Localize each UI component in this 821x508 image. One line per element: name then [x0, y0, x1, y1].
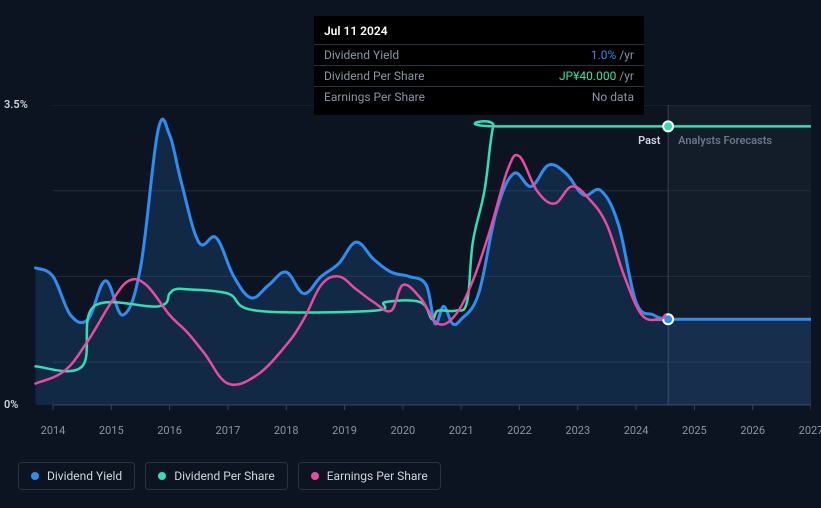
- x-tick-label: 2020: [390, 424, 415, 437]
- x-tick-label: 2026: [740, 424, 765, 437]
- x-tick-label: 2023: [565, 424, 590, 437]
- tooltip-row: Dividend Per Share JP¥40.000 /yr: [314, 65, 644, 86]
- x-tick-label: 2024: [624, 424, 649, 437]
- x-tick-label: 2022: [507, 424, 532, 437]
- tooltip-panel: Jul 11 2024 Dividend Yield 1.0% /yr Divi…: [314, 16, 644, 115]
- legend-dot-icon: [311, 472, 319, 480]
- past-label: Past: [638, 134, 660, 147]
- x-tick-label: 2017: [216, 424, 241, 437]
- legend-item[interactable]: Dividend Yield: [18, 462, 135, 490]
- legend-item[interactable]: Dividend Per Share: [145, 462, 288, 490]
- x-tick-label: 2027: [799, 424, 821, 437]
- legend-dot-icon: [158, 472, 166, 480]
- tooltip-label: Dividend Yield: [324, 48, 399, 62]
- chart-svg: [18, 105, 811, 420]
- forecast-label: Analysts Forecasts: [678, 134, 772, 147]
- legend-label: Dividend Yield: [47, 469, 122, 483]
- y-axis-min-label: 0%: [4, 398, 18, 411]
- x-tick-label: 2025: [682, 424, 707, 437]
- series-marker-dividend_per_share: [663, 121, 673, 131]
- tooltip-value: JP¥40.000 /yr: [559, 69, 634, 83]
- chart-plot-area[interactable]: [18, 105, 811, 415]
- x-tick-label: 2016: [157, 424, 182, 437]
- legend-label: Dividend Per Share: [174, 469, 275, 483]
- legend: Dividend Yield Dividend Per Share Earnings…: [18, 462, 441, 490]
- x-tick-label: 2019: [332, 424, 357, 437]
- x-tick-label: 2014: [41, 424, 66, 437]
- tooltip-row: Earnings Per Share No data: [314, 86, 644, 107]
- tooltip-label: Earnings Per Share: [324, 90, 425, 104]
- tooltip-value: 1.0% /yr: [591, 48, 634, 62]
- tooltip-row: Dividend Yield 1.0% /yr: [314, 44, 644, 65]
- legend-label: Earnings Per Share: [327, 469, 428, 483]
- tooltip-label: Dividend Per Share: [324, 69, 425, 83]
- x-tick-label: 2021: [449, 424, 474, 437]
- legend-dot-icon: [31, 472, 39, 480]
- x-axis: 2014 2015 2016 2017 2018 2019 2020 2021 2022 2023…: [18, 424, 811, 444]
- legend-item[interactable]: Earnings Per Share: [298, 462, 441, 490]
- tooltip-date: Jul 11 2024: [314, 24, 644, 44]
- x-tick-label: 2018: [274, 424, 299, 437]
- tooltip-value: No data: [592, 90, 634, 104]
- x-tick-label: 2015: [99, 424, 124, 437]
